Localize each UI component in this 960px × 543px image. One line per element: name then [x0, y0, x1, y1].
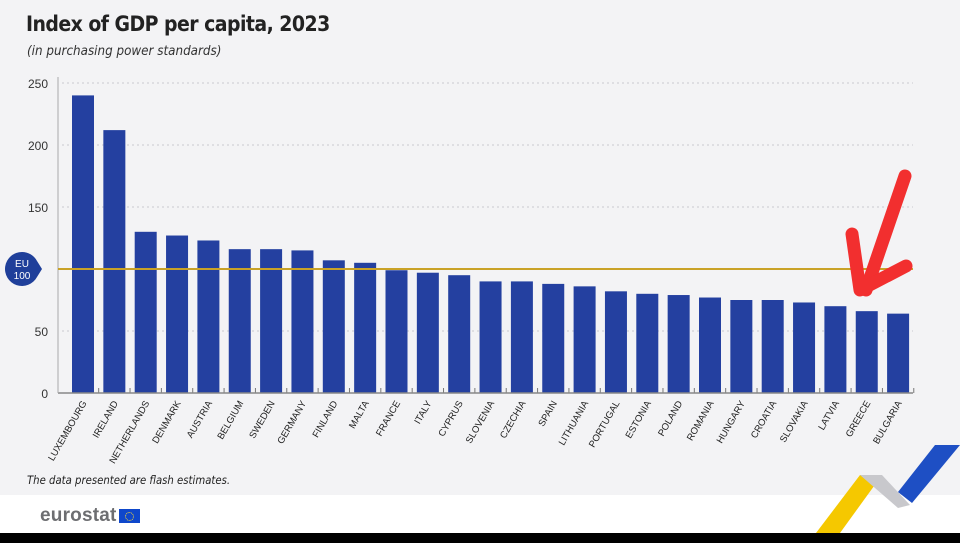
bar-hungary — [730, 300, 753, 393]
eurostat-decoration — [816, 445, 960, 533]
x-tick-label: CROATIA — [749, 398, 780, 440]
y-tick-label: 250 — [28, 77, 48, 91]
x-tick-label: BELGIUM — [215, 399, 246, 442]
bar-czechia — [510, 281, 533, 393]
bar-italy — [416, 272, 439, 393]
arrow-head — [845, 227, 913, 297]
x-tick-label: FINLAND — [311, 399, 341, 440]
x-tick-label: ITALY — [412, 398, 434, 426]
bar-france — [385, 270, 408, 393]
bar-slovenia — [479, 281, 502, 393]
bar-austria — [197, 240, 220, 393]
chart-title: Index of GDP per capita, 2023 — [26, 12, 330, 36]
x-tick-label: GREECE — [844, 399, 874, 439]
x-tick-label: SPAIN — [536, 399, 559, 429]
bar-slovakia — [793, 302, 816, 393]
footer-band — [0, 495, 960, 533]
x-tick-label: LITHUANIA — [557, 398, 592, 447]
badge-label-eu: EU — [15, 259, 29, 270]
bar-belgium — [228, 249, 251, 393]
footnote: The data presented are flash estimates. — [27, 473, 231, 487]
red-arrow-annotation — [845, 169, 913, 297]
x-tick-label: ESTONIA — [624, 398, 655, 440]
bar-poland — [667, 295, 690, 393]
bar-germany — [291, 250, 314, 393]
bar-netherlands — [134, 231, 157, 393]
logo-text: eurostat — [40, 505, 117, 526]
bar-cyprus — [448, 275, 471, 393]
y-tick-label: 200 — [28, 139, 48, 153]
bar-greece — [855, 311, 878, 393]
decoration-blue-stripe — [898, 445, 960, 503]
bar-denmark — [166, 235, 189, 393]
bar-croatia — [761, 300, 784, 393]
arrow-shaft — [859, 169, 912, 297]
decoration-grey-stripe — [860, 475, 910, 508]
bar-bulgaria — [887, 313, 910, 393]
y-axis-ticks: 0 50 150 200 250 — [28, 77, 48, 401]
x-tick-label: LUXEMBOURG — [46, 399, 89, 463]
x-tick-label: IRELAND — [91, 399, 121, 440]
bars — [72, 95, 910, 394]
eurostat-logo[interactable]: eurostat — [40, 505, 140, 527]
x-tick-label: LATVIA — [816, 398, 842, 432]
decoration-yellow-stripe — [816, 475, 882, 533]
x-tick-label: SLOVAKIA — [778, 398, 811, 444]
x-tick-label: DENMARK — [150, 398, 184, 445]
badge-shape — [4, 252, 42, 286]
x-tick-label: SLOVENIA — [464, 398, 498, 445]
bar-portugal — [604, 291, 627, 393]
bar-sweden — [260, 249, 283, 393]
eu-flag-icon — [118, 509, 140, 523]
bar-lithuania — [573, 286, 596, 393]
eu-reference-badge: EU 100 — [4, 252, 42, 286]
y-tick-label: 50 — [35, 325, 49, 339]
x-tick-label: CYPRUS — [436, 399, 465, 439]
badge-label-100: 100 — [14, 271, 31, 282]
x-tick-label: GERMANY — [275, 398, 309, 446]
x-tick-label: FRANCE — [374, 399, 403, 438]
bar-malta — [354, 262, 377, 393]
bar-ireland — [103, 130, 126, 393]
bar-finland — [322, 260, 345, 393]
y-tick-label: 150 — [28, 201, 48, 215]
x-axis-ticks — [98, 388, 915, 393]
x-tick-label: SWEDEN — [247, 399, 277, 441]
x-tick-label: ROMANIA — [685, 398, 717, 442]
bar-spain — [542, 283, 565, 393]
x-tick-label: PORTUGAL — [587, 399, 623, 450]
x-tick-label: MALTA — [347, 398, 372, 430]
x-tick-label: HUNGARY — [715, 398, 749, 445]
x-tick-label: CZECHIA — [498, 398, 529, 440]
x-tick-label: POLAND — [656, 399, 685, 438]
chart-subtitle: (in purchasing power standards) — [27, 44, 222, 59]
bar-romania — [699, 297, 721, 393]
x-tick-label: AUSTRIA — [185, 398, 215, 440]
bar-estonia — [636, 293, 659, 393]
y-tick-label: 0 — [41, 387, 48, 401]
bar-latvia — [824, 306, 847, 393]
x-tick-label: BULGARIA — [871, 398, 905, 446]
bar-luxembourg — [72, 95, 94, 394]
